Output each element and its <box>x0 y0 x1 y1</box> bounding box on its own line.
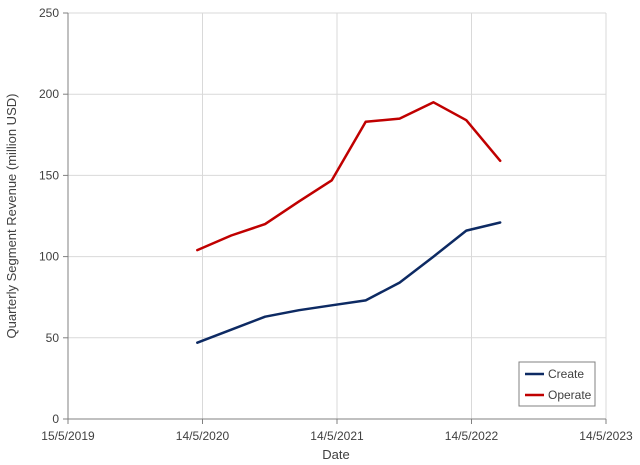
series-line-create <box>196 221 502 344</box>
y-axis-label: Quarterly Segment Revenue (million USD) <box>4 94 19 339</box>
series-lines <box>196 101 502 344</box>
legend-label-create: Create <box>548 367 584 381</box>
x-tick-label: 14/5/2021 <box>310 429 364 443</box>
legend-box <box>518 361 596 407</box>
series-line-operate <box>196 101 502 252</box>
x-tick-label: 14/5/2023 <box>579 429 633 443</box>
grid <box>68 12 607 419</box>
legend-label-operate: Operate <box>548 388 592 402</box>
y-tick-label: 200 <box>39 87 59 101</box>
y-tick-label: 250 <box>39 6 59 20</box>
x-axis-label: Date <box>322 447 349 462</box>
y-tick-labels: 0 50 100 150 200 250 <box>39 6 59 426</box>
y-tick-label: 100 <box>39 250 59 264</box>
x-tick-label: 14/5/2020 <box>176 429 230 443</box>
x-tick-label: 15/5/2019 <box>41 429 95 443</box>
y-tick-label: 0 <box>52 412 59 426</box>
y-tick-label: 50 <box>46 331 60 345</box>
y-tick-label: 150 <box>39 168 59 182</box>
legend: Create Operate <box>518 361 596 407</box>
x-tick-labels: 15/5/2019 14/5/2020 14/5/2021 14/5/2022 14/5… <box>41 429 633 443</box>
x-tick-label: 14/5/2022 <box>445 429 499 443</box>
axes <box>63 12 607 424</box>
